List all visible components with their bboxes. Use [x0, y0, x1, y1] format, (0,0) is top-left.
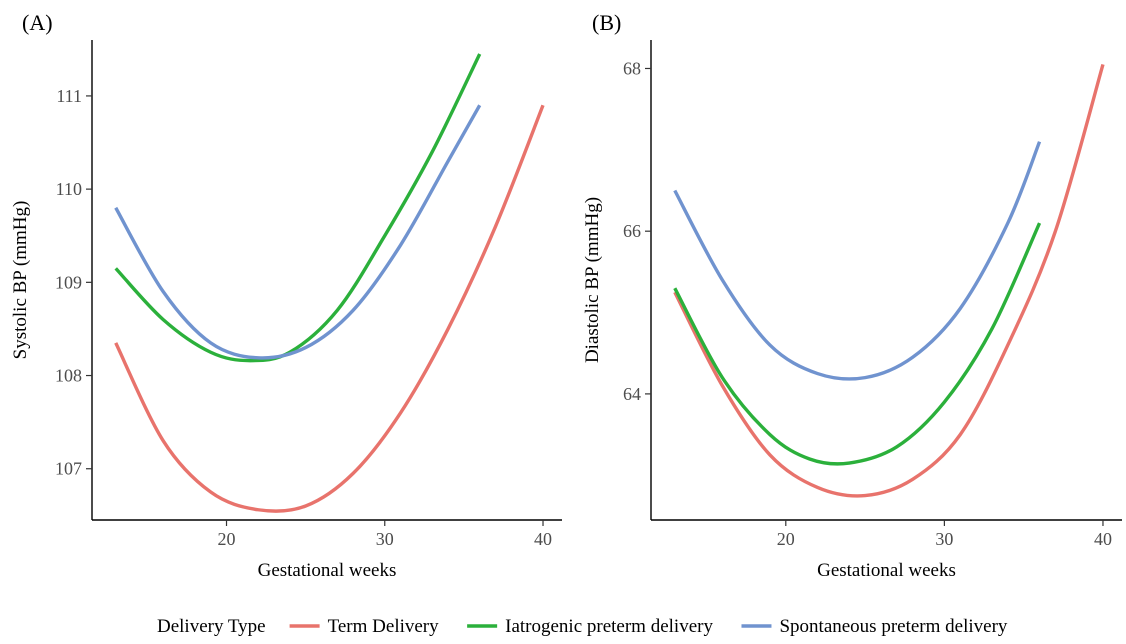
p0-y-tick-label-1: 108 [55, 366, 82, 386]
p0-series-line-0 [114, 104, 545, 513]
p0-series-line-2 [114, 104, 482, 360]
p0-y-tick-label-3: 110 [56, 179, 82, 199]
legend-entries: Term Delivery Iatrogenic preterm delivery… [289, 616, 1008, 637]
p0-x-tick-label-2: 40 [534, 529, 552, 549]
p0-y-tick-label-4: 111 [56, 86, 82, 106]
legend: Delivery Type Term Delivery Iatrogenic pr… [157, 616, 1008, 637]
p0-y-tick-label-0: 107 [55, 459, 82, 479]
legend-label-0: Term Delivery [328, 616, 440, 637]
p1-x-tick-label-0: 20 [777, 529, 795, 549]
legend-label-2: Spontaneous preterm delivery [779, 616, 1007, 637]
p1-y-tick-label-0: 64 [623, 384, 641, 404]
panel-a-systolic: (A) 20 30 40 107 108 109 110 111 Gestational week… [10, 10, 562, 581]
p1-panel-tag: (B) [592, 10, 621, 35]
p0-y-tick-label-2: 109 [55, 272, 82, 292]
p0-panel-tag: (A) [22, 10, 53, 35]
legend-label-1: Iatrogenic preterm delivery [505, 616, 713, 637]
p0-series-line-1 [114, 53, 482, 363]
p1-y-tick-label-2: 68 [623, 58, 641, 78]
p1-series-line-2 [673, 141, 1042, 381]
p0-y-axis-title: Systolic BP (mmHg) [10, 201, 31, 360]
p1-y-tick-label-1: 66 [623, 221, 641, 241]
p1-series-line-1 [673, 222, 1042, 466]
p1-x-tick-label-1: 30 [935, 529, 953, 549]
p0-x-axis-title: Gestational weeks [258, 560, 397, 581]
p0-x-tick-label-1: 30 [376, 529, 394, 549]
p0-x-tick-label-0: 20 [218, 529, 236, 549]
p1-y-axis-title: Diastolic BP (mmHg) [582, 197, 603, 363]
p1-x-tick-label-2: 40 [1094, 529, 1112, 549]
panel-b-diastolic: (B) 20 30 40 64 66 68 Gestational weeks Diastoli… [582, 10, 1122, 581]
p1-series-line-0 [673, 63, 1105, 498]
p1-x-axis-title: Gestational weeks [817, 560, 956, 581]
legend-title: Delivery Type [157, 616, 266, 637]
